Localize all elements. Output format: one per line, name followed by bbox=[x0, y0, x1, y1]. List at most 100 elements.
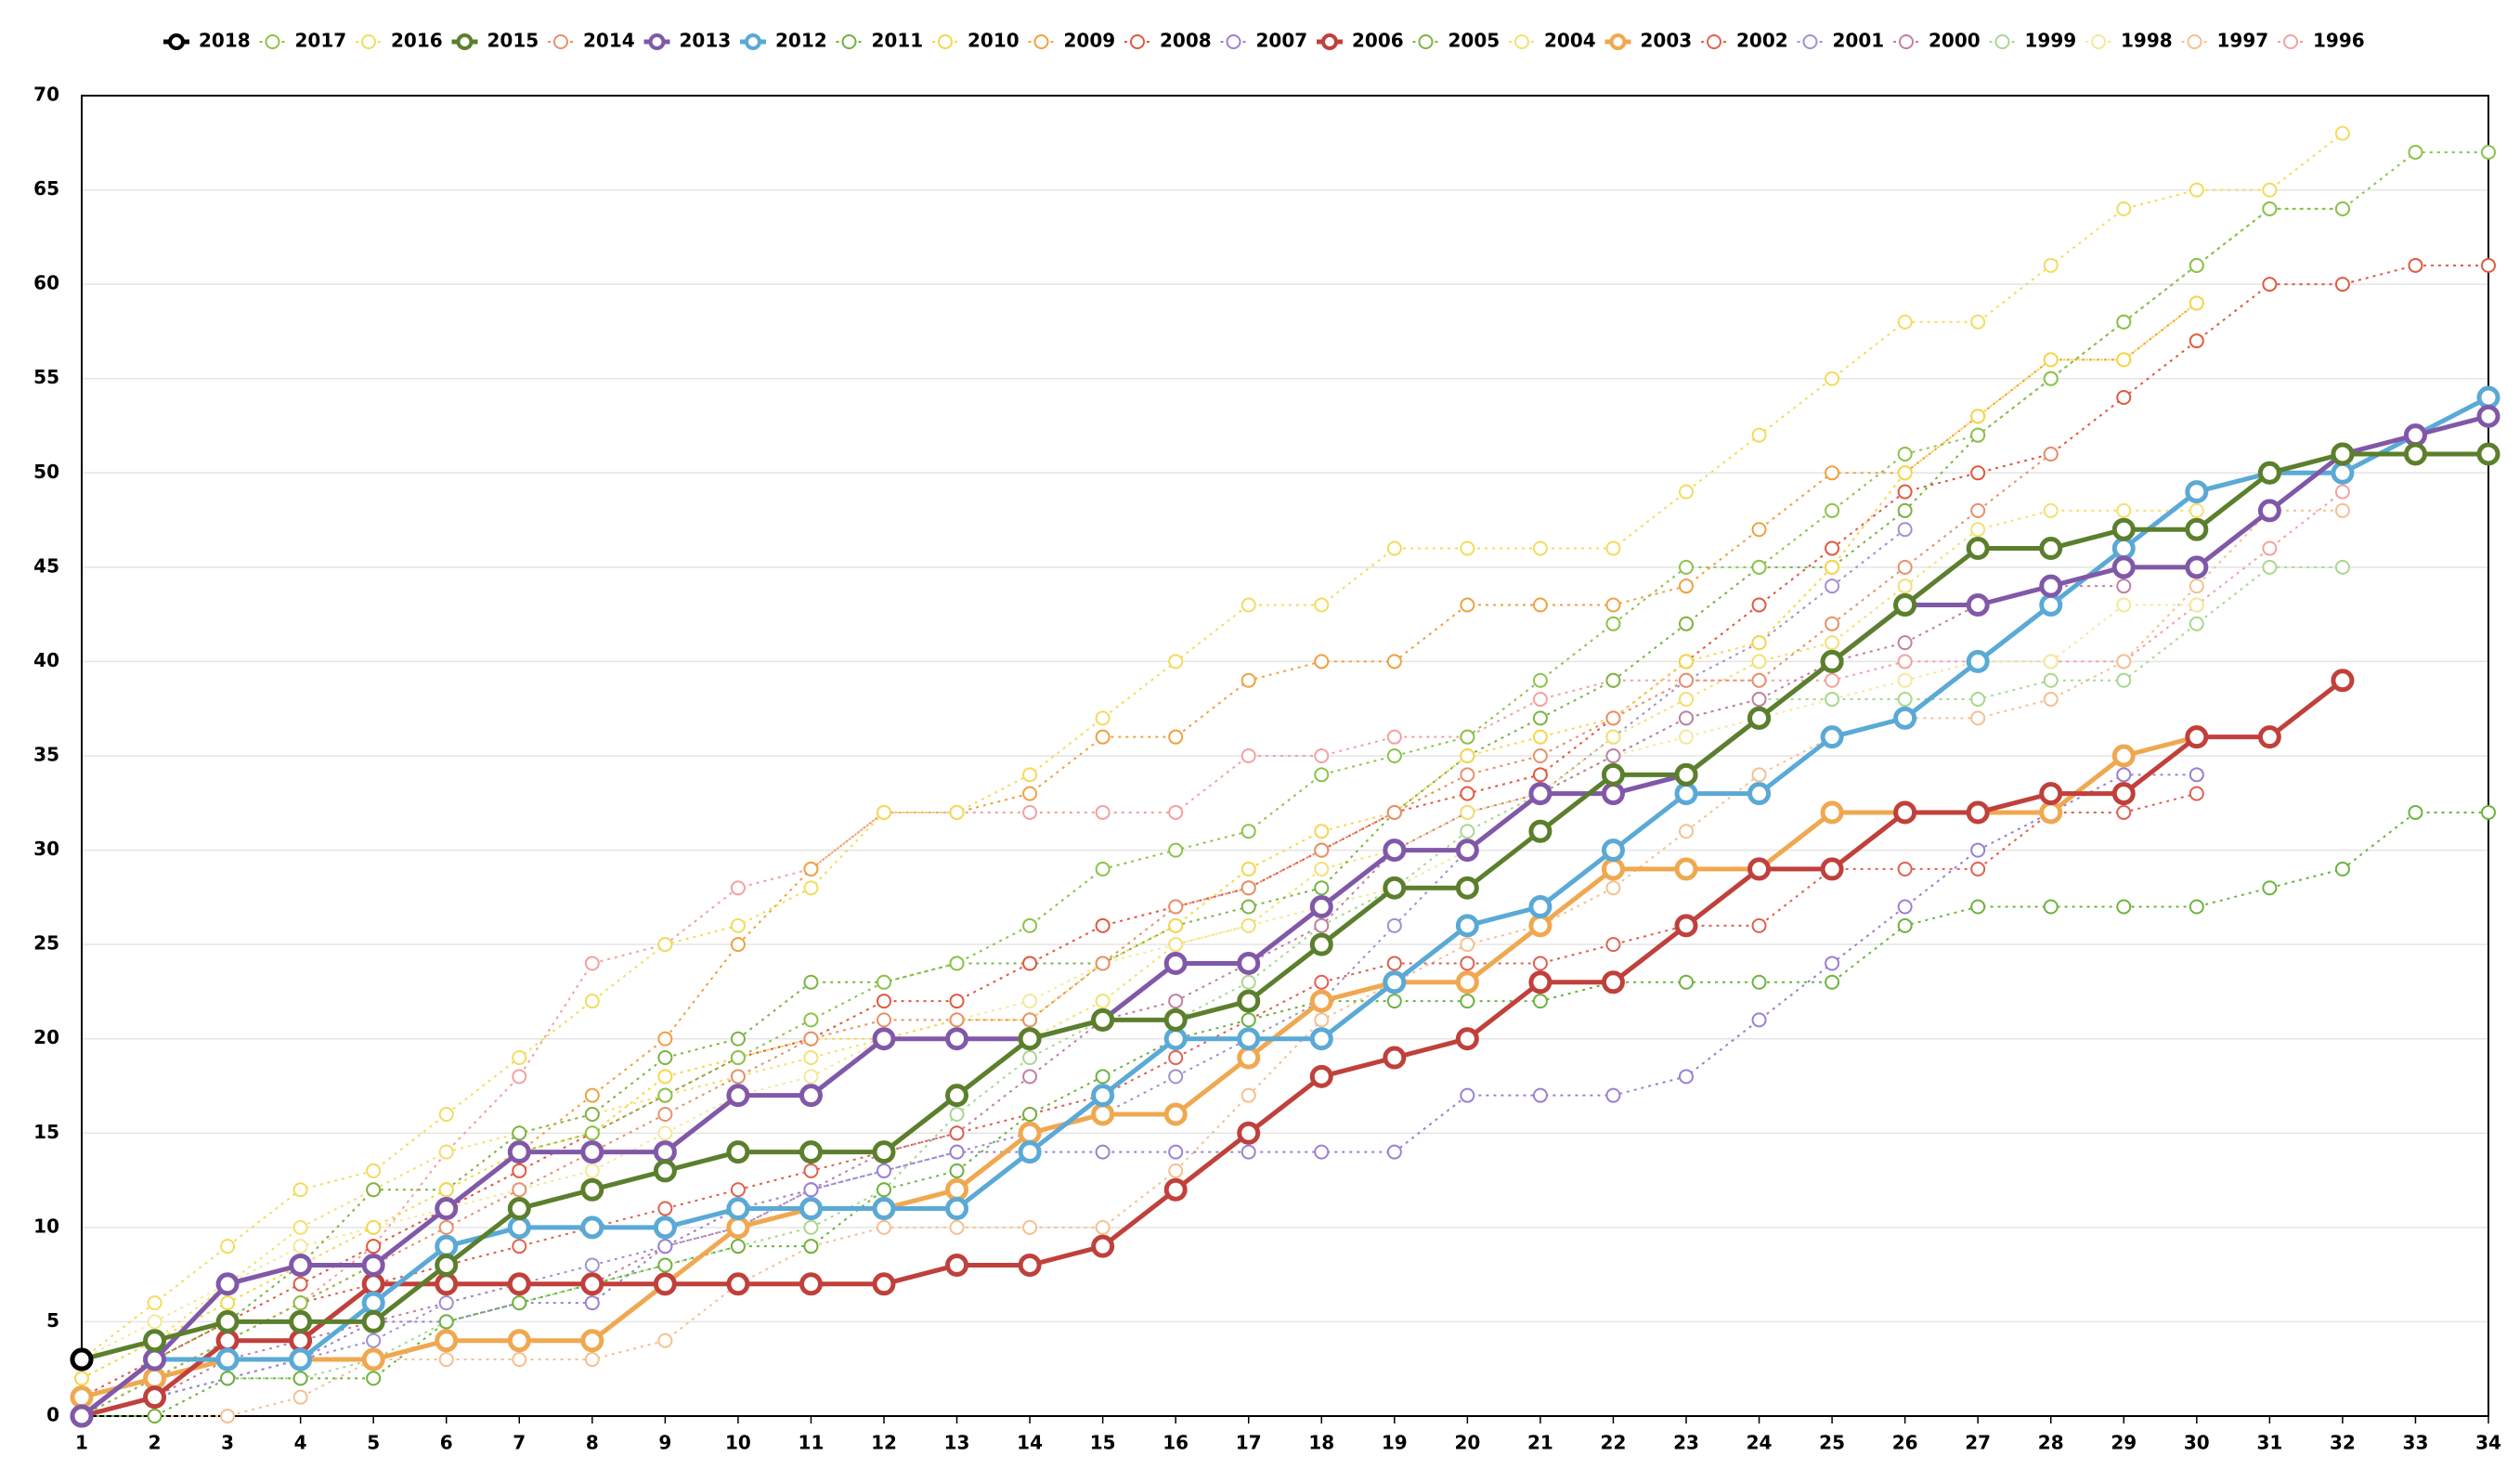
legend-label: 2008 bbox=[1160, 30, 1212, 52]
data-point bbox=[1386, 729, 1402, 745]
x-tick-label: 26 bbox=[1892, 1432, 1918, 1454]
x-tick-label: 31 bbox=[2256, 1432, 2282, 1454]
data-point bbox=[1241, 748, 1256, 763]
data-point bbox=[1528, 970, 1552, 994]
legend-marker bbox=[938, 34, 953, 49]
data-point bbox=[877, 1182, 891, 1198]
data-point bbox=[292, 1389, 308, 1405]
data-point bbox=[1163, 1027, 1188, 1051]
data-point bbox=[1022, 767, 1038, 783]
data-point bbox=[1095, 804, 1111, 820]
data-point bbox=[2043, 692, 2059, 708]
data-point bbox=[1825, 559, 1840, 575]
series-line bbox=[81, 207, 2343, 1417]
data-point bbox=[1897, 578, 1913, 594]
data-point bbox=[1241, 824, 1256, 839]
data-point bbox=[1455, 970, 1479, 994]
data-point bbox=[1532, 994, 1548, 1009]
data-point bbox=[435, 1234, 459, 1258]
x-tick-label: 21 bbox=[1527, 1432, 1553, 1454]
data-point bbox=[945, 1253, 969, 1277]
data-point bbox=[1022, 804, 1038, 820]
data-point bbox=[438, 1314, 454, 1330]
y-tick-label: 30 bbox=[33, 838, 59, 860]
data-point bbox=[653, 1140, 677, 1164]
data-point bbox=[2189, 295, 2204, 311]
x-tick-label: 29 bbox=[2111, 1432, 2137, 1454]
data-point bbox=[1163, 1102, 1188, 1126]
legend-label: 2016 bbox=[391, 30, 443, 52]
data-point bbox=[803, 1031, 819, 1046]
data-point bbox=[657, 1201, 673, 1216]
data-point bbox=[1383, 876, 1407, 900]
legend-marker bbox=[841, 34, 857, 49]
data-point bbox=[1747, 857, 1772, 881]
data-point bbox=[1532, 540, 1548, 556]
data-point bbox=[507, 1272, 531, 1296]
data-point bbox=[2043, 257, 2059, 273]
data-point bbox=[1601, 762, 1625, 786]
series-line bbox=[81, 792, 2198, 1417]
data-point bbox=[1386, 994, 1402, 1009]
x-tick-label: 2 bbox=[149, 1432, 162, 1454]
data-point bbox=[1820, 857, 1844, 881]
legend-item: 1997 bbox=[2181, 30, 2268, 52]
data-point bbox=[366, 1371, 382, 1386]
data-point bbox=[289, 1253, 313, 1277]
y-tick-label: 55 bbox=[33, 366, 59, 388]
data-point bbox=[512, 1069, 527, 1085]
x-tick-label: 20 bbox=[1454, 1432, 1480, 1454]
series bbox=[70, 1347, 94, 1372]
data-point bbox=[1601, 782, 1625, 806]
legend-item: 2005 bbox=[1412, 30, 1500, 52]
data-point bbox=[215, 1272, 240, 1296]
data-point bbox=[1460, 597, 1475, 613]
data-point bbox=[1241, 597, 1256, 613]
data-point bbox=[2043, 899, 2059, 915]
legend-marker bbox=[1130, 34, 1145, 49]
data-point bbox=[1897, 502, 1913, 518]
legend-label: 2018 bbox=[199, 30, 251, 52]
legend-item: 2007 bbox=[1220, 30, 1307, 52]
data-point bbox=[657, 937, 673, 953]
data-point bbox=[2116, 578, 2132, 594]
legend-item: 2003 bbox=[1604, 30, 1692, 52]
data-point bbox=[289, 1309, 313, 1333]
legend-marker bbox=[2187, 34, 2202, 49]
legend-marker bbox=[1033, 34, 1049, 49]
data-point bbox=[2043, 446, 2059, 462]
data-point bbox=[292, 1371, 308, 1386]
x-tick-label: 28 bbox=[2038, 1432, 2064, 1454]
data-point bbox=[1820, 725, 1844, 749]
data-point bbox=[1241, 861, 1256, 877]
data-point bbox=[657, 1069, 673, 1085]
data-point bbox=[1314, 824, 1330, 839]
legend-label: 2001 bbox=[1833, 30, 1885, 52]
legend-label: 2010 bbox=[968, 30, 1020, 52]
data-point bbox=[1825, 370, 1840, 386]
data-point bbox=[1825, 616, 1840, 631]
data-point bbox=[1825, 540, 1840, 556]
data-point bbox=[2116, 672, 2132, 688]
data-point bbox=[292, 1219, 308, 1235]
legend-label: 2011 bbox=[872, 30, 924, 52]
data-point bbox=[2189, 616, 2204, 631]
legend-item: 2016 bbox=[356, 30, 443, 52]
series-line bbox=[81, 678, 2345, 1419]
x-tick-label: 6 bbox=[440, 1432, 453, 1454]
data-point bbox=[1966, 649, 1990, 673]
data-point bbox=[1241, 917, 1256, 933]
data-point bbox=[657, 1050, 673, 1066]
data-point bbox=[1747, 782, 1772, 806]
data-point bbox=[143, 1385, 167, 1410]
data-point bbox=[1095, 994, 1111, 1009]
data-point bbox=[2334, 559, 2350, 575]
series-line bbox=[81, 132, 2344, 1360]
data-point bbox=[1241, 1012, 1256, 1028]
legend-marker bbox=[1707, 34, 1721, 49]
data-point bbox=[1095, 917, 1111, 933]
data-point bbox=[1386, 804, 1402, 820]
data-point bbox=[1309, 1064, 1333, 1088]
data-point bbox=[366, 1239, 382, 1254]
y-tick-label: 65 bbox=[33, 177, 59, 200]
